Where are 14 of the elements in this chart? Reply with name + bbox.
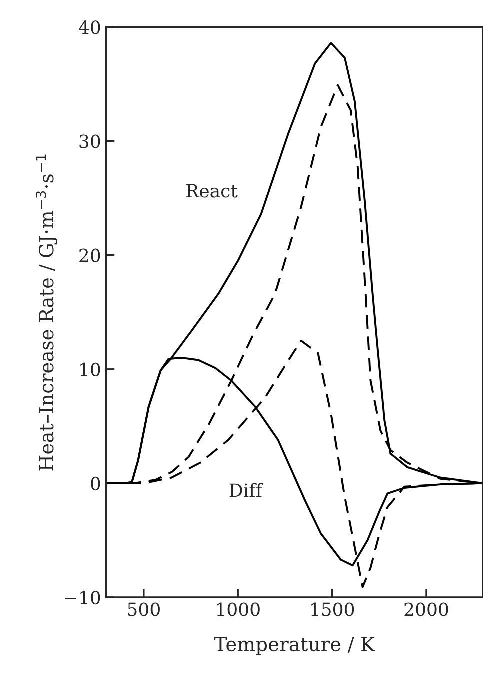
annotation: React — [186, 184, 238, 198]
x-tick-label: 1500 — [312, 602, 354, 616]
x-tick-label: 2000 — [404, 602, 448, 616]
y-tick-label: 0 — [91, 476, 100, 491]
x-tick-label: 1000 — [217, 602, 260, 616]
y-tick-label: −10 — [65, 590, 100, 605]
annotation: Diff — [230, 483, 264, 497]
y-tick-label: 40 — [78, 20, 100, 34]
x-tick-label: 500 — [128, 602, 160, 616]
y-tick-label: 30 — [80, 134, 100, 148]
x-axis-title: Temperature / K — [214, 637, 376, 656]
y-tick-label: 10 — [80, 362, 100, 376]
y-axis-title: Heat–Increase Rate / GJ·m$^{−3}$·s$^{−1}$ — [36, 154, 58, 471]
y-tick-label: 20 — [80, 248, 100, 262]
